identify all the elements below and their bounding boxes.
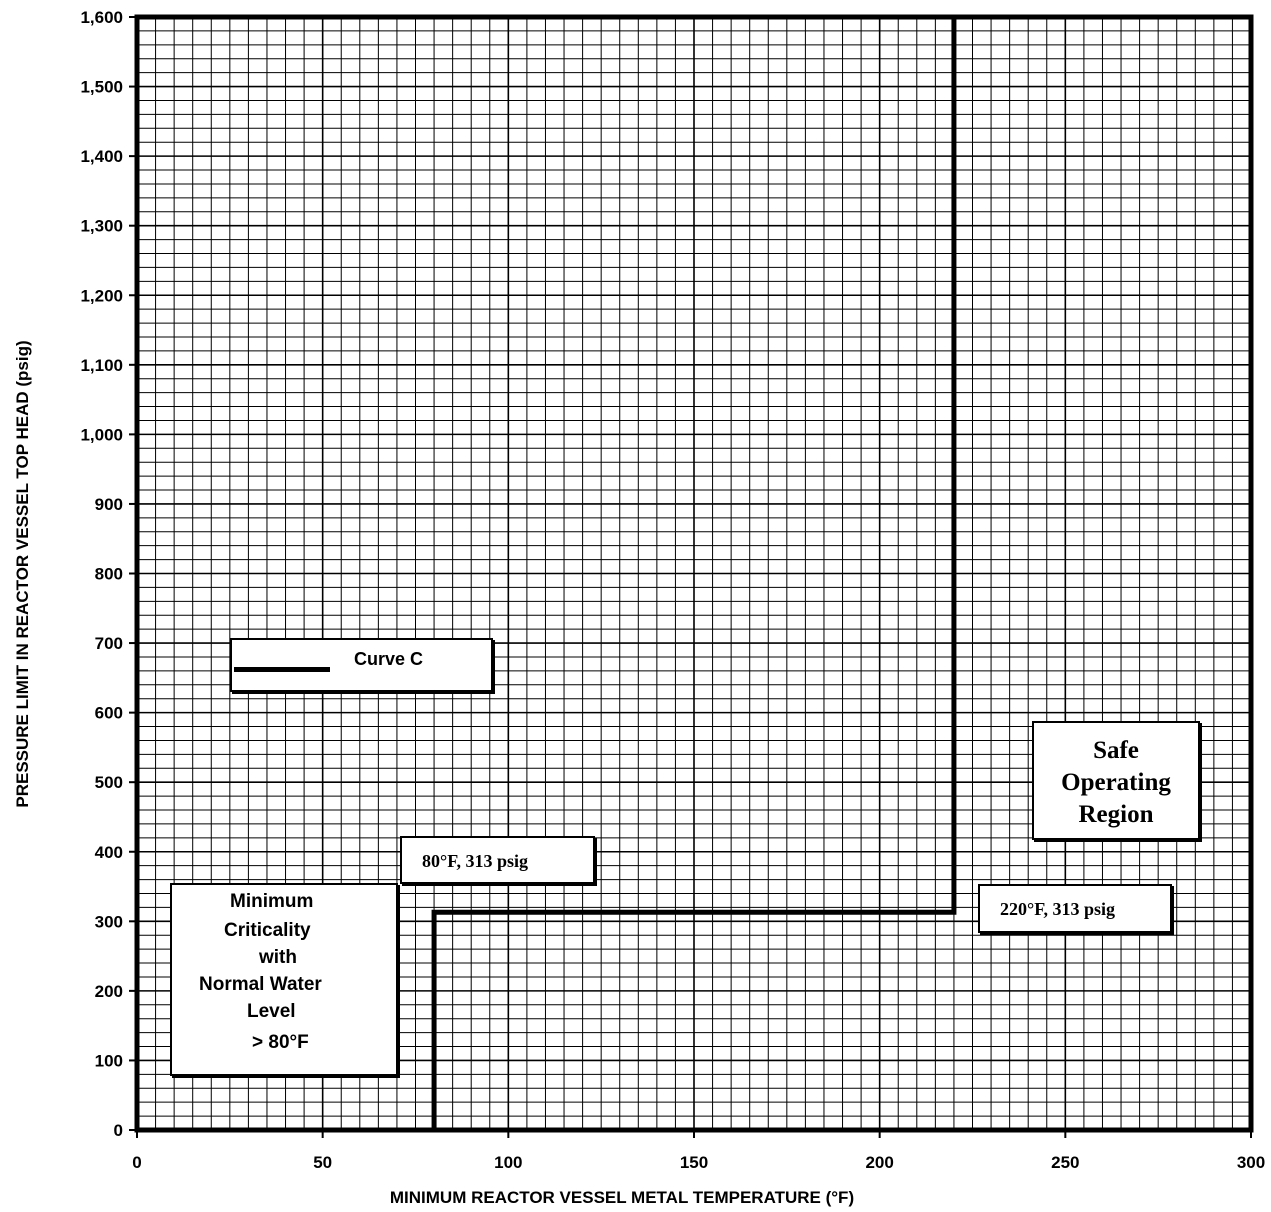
mincrit-line-4: Normal Water — [199, 974, 322, 995]
y-tick-label: 200 — [95, 982, 123, 1001]
y-tick-label: 0 — [114, 1121, 123, 1140]
mincrit-line-6: > 80°F — [252, 1032, 309, 1053]
annotation-80f-313psig: 80°F, 313 psig — [400, 836, 595, 884]
mincrit-line-3: with — [259, 947, 297, 968]
legend-curve-c-label: Curve C — [354, 649, 424, 669]
x-tick-label: 300 — [1237, 1153, 1265, 1172]
x-axis-ticks: 0 50 100 150 200 250 300 — [132, 1130, 1265, 1172]
y-tick-label: 1,400 — [80, 147, 123, 166]
y-tick-label: 800 — [95, 565, 123, 584]
x-tick-label: 50 — [313, 1153, 332, 1172]
y-tick-label: 1,500 — [80, 78, 123, 97]
minimum-criticality-label: Minimum Criticality with Normal Water Le… — [170, 883, 398, 1076]
annotation-220f-313psig: 220°F, 313 psig — [978, 884, 1172, 933]
mincrit-line-1: Minimum — [230, 891, 314, 912]
x-tick-label: 150 — [680, 1153, 708, 1172]
safe-line-3: Region — [1078, 801, 1154, 828]
safe-line-2: Operating — [1061, 769, 1171, 796]
annotation-80f-313psig-text: 80°F, 313 psig — [422, 851, 529, 871]
y-axis-ticks: 0 100 200 300 400 500 600 700 800 900 1,000 1,100 1,… — [80, 8, 137, 1140]
y-tick-label: 400 — [95, 843, 123, 862]
legend-curve-c-swatch — [234, 667, 330, 672]
x-axis-title: MINIMUM REACTOR VESSEL METAL TEMPERATURE… — [390, 1188, 854, 1207]
y-tick-label: 1,100 — [80, 356, 123, 375]
curve-c-series — [431, 17, 957, 1130]
safe-operating-region-label: Safe Operating Region — [1032, 721, 1200, 840]
mincrit-line-2: Criticality — [224, 920, 311, 941]
y-tick-label: 1,300 — [80, 217, 123, 236]
annotation-220f-313psig-text: 220°F, 313 psig — [1000, 899, 1116, 919]
mincrit-line-5: Level — [247, 1001, 296, 1022]
y-tick-label: 1,600 — [80, 8, 123, 27]
x-tick-label: 0 — [132, 1153, 141, 1172]
x-tick-label: 250 — [1051, 1153, 1079, 1172]
y-tick-label: 600 — [95, 704, 123, 723]
y-tick-label: 700 — [95, 634, 123, 653]
x-tick-label: 200 — [865, 1153, 893, 1172]
y-tick-label: 300 — [95, 912, 123, 931]
legend-box: Curve C — [230, 638, 493, 692]
curve-c-line — [431, 17, 957, 1130]
y-axis-title: PRESSURE LIMIT IN REACTOR VESSEL TOP HEA… — [13, 340, 32, 807]
y-tick-label: 1,200 — [80, 286, 123, 305]
y-tick-label: 900 — [95, 495, 123, 514]
y-tick-label: 1,000 — [80, 425, 123, 444]
y-tick-label: 500 — [95, 773, 123, 792]
safe-line-1: Safe — [1093, 737, 1139, 764]
x-tick-label: 100 — [494, 1153, 522, 1172]
y-tick-label: 100 — [95, 1051, 123, 1070]
